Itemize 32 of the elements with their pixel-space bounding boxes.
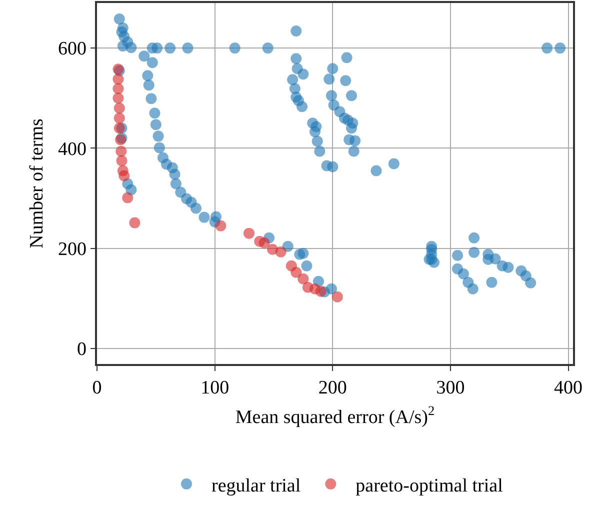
x-tick-label: 0 [92,378,102,399]
point [116,146,127,157]
point [122,192,134,204]
point [315,286,326,297]
point [112,83,124,94]
point [116,155,128,166]
point [114,122,125,134]
point [298,273,309,284]
point [114,102,125,114]
point [114,112,125,124]
y-tick-label: 0 [76,339,86,360]
y-tick-label: 400 [58,138,86,160]
point [332,291,343,302]
x-tick-label: 400 [554,378,583,399]
y-axis-title: Number of terms [26,118,48,248]
point [258,237,270,248]
x-tick-label: 200 [318,378,347,399]
point [215,220,226,232]
x-tick-label: 300 [436,378,465,399]
point [290,266,302,278]
x-axis-title: Mean squared error (A/s)$^{2}$ [235,402,435,428]
legend-label: regular trial [212,475,301,496]
legend-label: pareto-optimal trial [356,475,503,496]
point [118,170,130,182]
y-tick-label: 200 [58,238,86,260]
y-tick-label: 600 [58,38,86,60]
point [243,228,254,239]
point [129,217,140,228]
point [112,92,124,104]
point [112,74,124,85]
point [275,246,286,258]
x-tick-label: 100 [200,378,230,399]
